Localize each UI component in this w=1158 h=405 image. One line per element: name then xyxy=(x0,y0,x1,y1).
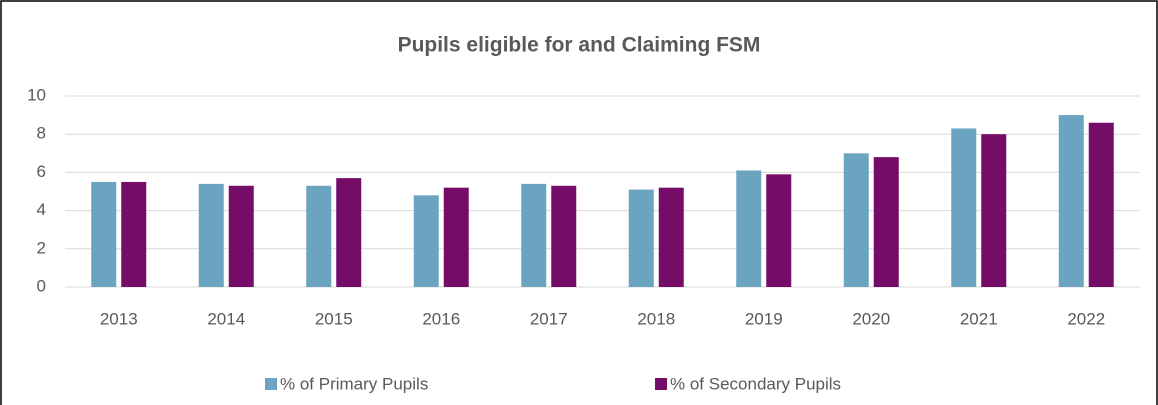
y-tick-label: 6 xyxy=(37,162,46,181)
bar xyxy=(658,187,684,287)
bar xyxy=(413,195,439,287)
x-tick-label: 2016 xyxy=(422,309,460,328)
bar xyxy=(121,181,147,287)
y-tick-label: 2 xyxy=(37,238,46,257)
x-tick-label: 2015 xyxy=(315,309,353,328)
y-tick-label: 0 xyxy=(37,276,46,295)
y-tick-label: 10 xyxy=(27,85,46,104)
bar xyxy=(1058,115,1084,287)
bar xyxy=(306,185,332,287)
legend-label: % of Secondary Pupils xyxy=(670,374,841,393)
bar xyxy=(443,187,469,287)
bar xyxy=(198,183,224,287)
bar xyxy=(91,181,117,287)
x-tick-label: 2020 xyxy=(852,309,890,328)
bar xyxy=(336,178,362,287)
bar xyxy=(736,170,762,287)
x-tick-label: 2018 xyxy=(637,309,675,328)
chart-title: Pupils eligible for and Claiming FSM xyxy=(398,34,761,57)
x-tick-label: 2021 xyxy=(960,309,998,328)
bar xyxy=(981,134,1007,287)
bar xyxy=(628,189,654,287)
x-tick-label: 2013 xyxy=(100,309,138,328)
bar xyxy=(766,174,792,287)
legend-swatch xyxy=(265,378,277,390)
bar xyxy=(521,183,547,287)
x-tick-label: 2014 xyxy=(207,309,245,328)
bar xyxy=(1088,122,1114,288)
x-tick-label: 2017 xyxy=(530,309,568,328)
legend-swatch xyxy=(655,378,667,390)
bar xyxy=(228,185,254,287)
legend-label: % of Primary Pupils xyxy=(280,374,428,393)
bar xyxy=(843,153,869,287)
bar xyxy=(551,185,577,287)
x-tick-label: 2022 xyxy=(1067,309,1105,328)
bar xyxy=(873,157,899,287)
y-tick-label: 4 xyxy=(37,200,46,219)
x-tick-label: 2019 xyxy=(745,309,783,328)
y-tick-label: 8 xyxy=(37,124,46,143)
bar xyxy=(951,128,977,287)
